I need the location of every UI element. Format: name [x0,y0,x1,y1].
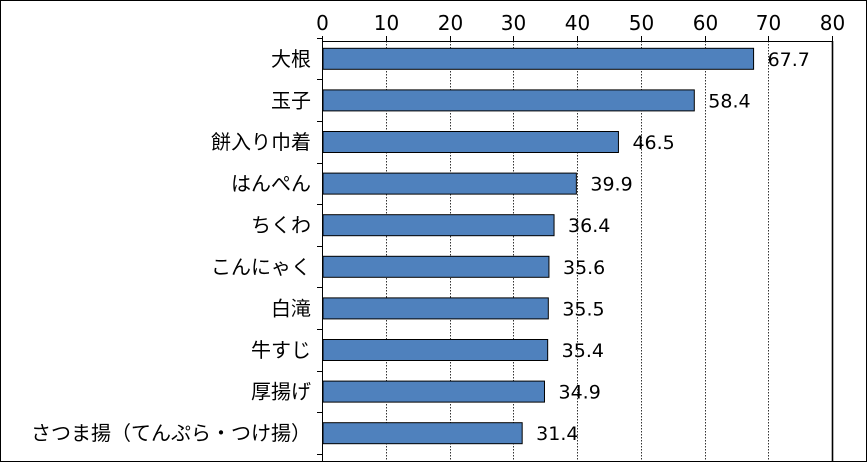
axes [317,36,833,461]
x-tick-label-70: 70 [756,11,781,35]
bar-6 [322,255,550,278]
data-label-10: 31.4 [536,423,578,445]
data-label-3: 46.5 [632,132,674,154]
data-label-7: 35.5 [562,298,604,320]
bar-8 [322,339,549,361]
data-label-5: 36.4 [568,215,610,237]
x-tick-label-60: 60 [693,11,718,35]
bar-7 [322,297,549,320]
category-label-8: 牛すじ [251,338,311,362]
category-label-7: 白滝 [271,296,311,320]
category-label-4: はんぺん [231,172,311,196]
data-label-2: 58.4 [708,90,750,112]
x-tick-label-20: 20 [438,11,463,35]
bar-10 [322,422,523,445]
x-tick-label-80: 80 [820,11,845,35]
data-labels: 67.7 58.4 46.539.9 36.4 35.6 35.5 35.4 34.9 31.4 [536,49,810,445]
bar-3 [322,131,619,153]
x-tick-label-30: 30 [501,11,526,35]
category-label-3: 餅入り巾着 [211,130,311,154]
data-label-6: 35.6 [563,257,605,279]
category-label-2: 玉子 [271,88,311,112]
category-label-1: 大根 [271,47,311,71]
category-labels: 大根玉子餅入り巾着はんぺんちくわこんにゃく白滝牛すじ厚揚げさつま揚（てんぷら・つ… [31,47,311,445]
bar-5 [322,214,555,237]
x-tick-label-50: 50 [629,11,654,35]
category-label-9: 厚揚げ [251,380,311,404]
data-label-9: 34.9 [558,382,600,404]
x-tick-label-10: 10 [374,11,399,35]
bar-4 [322,172,577,195]
data-label-1: 67.7 [768,49,810,71]
x-tick-labels: 0 10 20 30 40 50 60 70 80 [316,11,845,35]
x-tick-label-40: 40 [565,11,590,35]
data-label-8: 35.4 [562,340,604,362]
category-label-6: こんにゃく [211,255,311,279]
bar-2 [322,89,695,112]
x-tick-label-0: 0 [316,11,329,35]
bar-9 [322,380,545,403]
category-label-5: ちくわ [251,213,311,237]
data-label-4: 39.9 [590,174,632,196]
bars [322,47,755,445]
bar-1 [322,47,755,70]
category-label-10: さつま揚（てんぷら・つけ揚） [31,421,311,445]
